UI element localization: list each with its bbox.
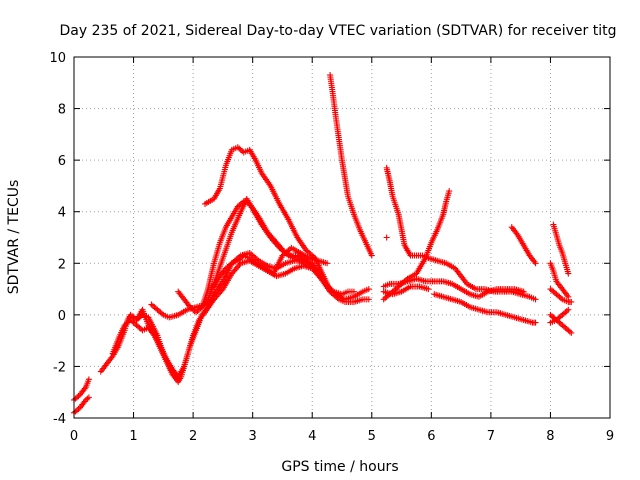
grid-lines: [74, 57, 610, 418]
x-tick-label: 6: [427, 429, 435, 444]
data-point: [324, 280, 331, 287]
x-tick-label: 2: [189, 429, 197, 444]
series-s17: [431, 291, 539, 326]
x-tick-label: 8: [546, 429, 554, 444]
y-tick-label: 10: [49, 51, 66, 66]
chart-title: Day 235 of 2021, Sidereal Day-to-day VTE…: [60, 23, 617, 39]
data-point: [520, 288, 527, 295]
series-s12: [383, 234, 390, 241]
data-marks: [71, 72, 575, 416]
x-tick-label: 3: [249, 429, 257, 444]
x-tick-label: 1: [129, 429, 137, 444]
data-point: [446, 188, 453, 195]
y-tick-label: 4: [58, 206, 66, 221]
data-point: [85, 394, 92, 401]
plot-frame: [73, 56, 611, 419]
y-axis-label: SDTVAR / TECUs: [6, 180, 22, 295]
x-tick-label: 5: [368, 429, 376, 444]
y-tick-label: 2: [58, 257, 66, 272]
data-point: [84, 395, 91, 402]
data-point: [532, 260, 539, 267]
data-point: [532, 296, 539, 303]
series-s2: [71, 394, 92, 416]
series-s20: [547, 260, 572, 300]
series-s16: [380, 283, 432, 298]
data-point: [425, 286, 432, 293]
x-tick-label: 4: [308, 429, 316, 444]
y-tick-label: -4: [53, 412, 66, 427]
data-point: [365, 286, 372, 293]
data-point: [350, 288, 357, 295]
x-axis-label: GPS time / hours: [281, 459, 398, 475]
data-point: [365, 296, 372, 303]
x-tick-label: 7: [487, 429, 495, 444]
axis-ticks: 0 1 2 3 4 5 6 7 8 9 -4 -2 0 2 4 6 8 10: [49, 51, 614, 444]
data-point: [85, 376, 92, 383]
data-point: [368, 252, 375, 259]
data-point: [532, 319, 539, 326]
data-point: [383, 234, 390, 241]
data-point: [565, 293, 572, 300]
series-s15: [380, 275, 527, 300]
series-s5: [133, 311, 182, 383]
series-s18: [508, 224, 539, 267]
series-s21: [547, 286, 575, 305]
series-s23: [547, 306, 572, 326]
x-tick-label: 0: [70, 429, 78, 444]
y-tick-label: 8: [58, 103, 66, 118]
series-s10: [210, 244, 331, 290]
data-point: [565, 270, 572, 277]
series-s19: [550, 221, 572, 277]
y-tick-label: 6: [58, 154, 66, 169]
series-s11: [327, 72, 375, 259]
x-tick-label: 9: [606, 429, 614, 444]
data-point: [175, 376, 182, 383]
y-tick-label: -2: [53, 360, 66, 375]
data-point: [568, 298, 575, 305]
data-point: [568, 329, 575, 336]
y-tick-label: 0: [58, 309, 66, 324]
data-point: [565, 306, 572, 313]
data-point: [210, 296, 217, 303]
data-point: [324, 260, 331, 267]
